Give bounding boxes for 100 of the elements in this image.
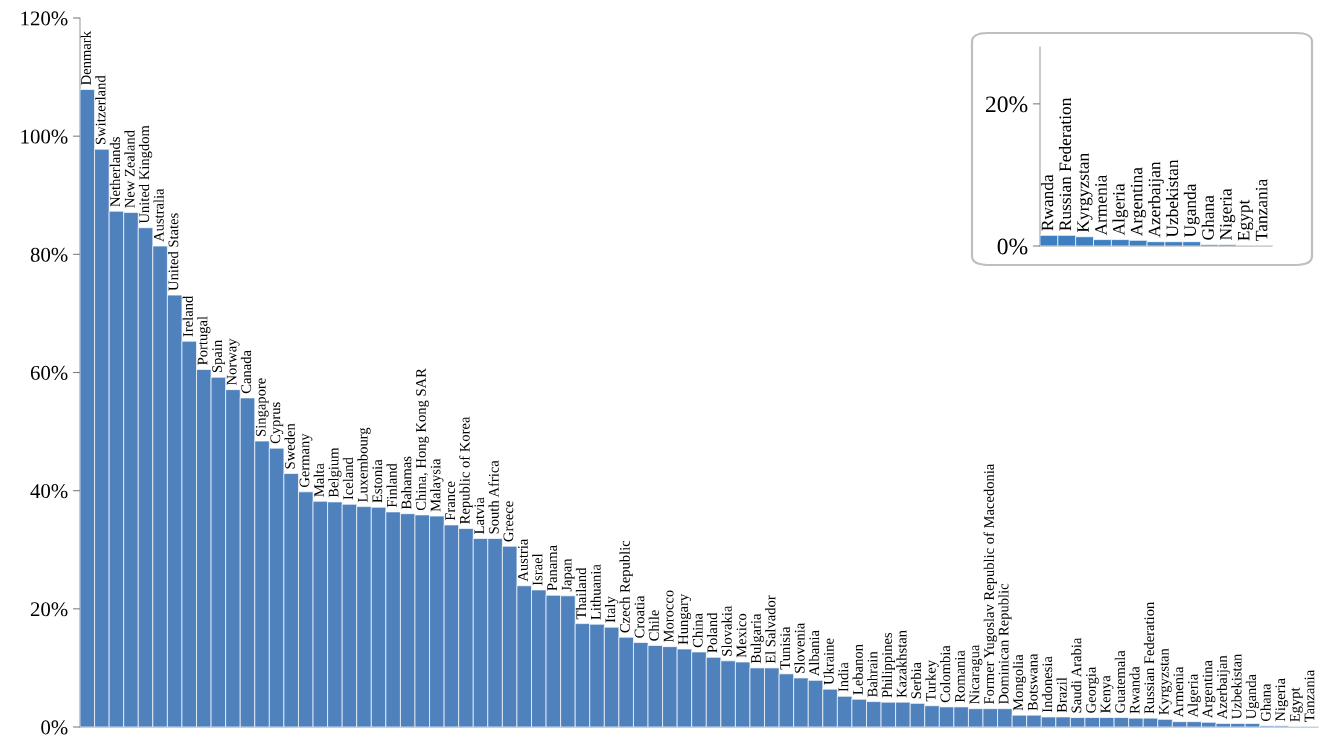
x-tick-label: Malaysia bbox=[430, 458, 444, 512]
x-tick-label: Algeria bbox=[1112, 183, 1129, 236]
x-tick-label: Tanzania bbox=[1304, 670, 1315, 722]
x-tick-label: Norway bbox=[226, 338, 240, 386]
x-tick-label: South Africa bbox=[488, 460, 499, 534]
x-tick-label: Slovenia bbox=[794, 622, 805, 673]
x-tick-label: Botswana bbox=[1027, 653, 1038, 711]
x-tick-label: Ireland bbox=[182, 295, 193, 337]
x-tick-label: France bbox=[445, 481, 456, 521]
x-tick-label: Thailand bbox=[575, 567, 587, 620]
x-tick-label: Kazakhstan bbox=[896, 630, 907, 698]
y-tick-label: 0% bbox=[997, 238, 1028, 255]
x-tick-label: Uganda bbox=[1183, 183, 1200, 238]
x-tick-label: Turkey bbox=[925, 660, 939, 702]
x-tick-label: Saudi Arabia bbox=[1071, 637, 1082, 713]
x-tick-label: Cyprus bbox=[270, 402, 284, 444]
x-tick-label: Azerbaijan bbox=[1148, 161, 1164, 238]
x-tick-label: Kyrgyzstan bbox=[1158, 648, 1172, 715]
x-tick-label: Armenia bbox=[1095, 174, 1107, 236]
x-tick-label: Australia bbox=[153, 188, 164, 242]
x-tick-label: Uzbekistan bbox=[1231, 653, 1242, 719]
x-tick-label: Ukraine bbox=[823, 638, 834, 685]
x-tick-label: Poland bbox=[706, 612, 718, 653]
x-tick-label: Canada bbox=[240, 350, 252, 394]
x-tick-label: Croatia bbox=[634, 595, 645, 638]
x-tick-label: Kenya bbox=[1100, 675, 1114, 713]
x-tick-label: Germany bbox=[299, 433, 313, 488]
x-tick-label: Slovakia bbox=[721, 605, 732, 656]
x-tick-label: Russian Federation bbox=[1143, 602, 1155, 714]
x-tick-label: Nigeria bbox=[1220, 188, 1236, 240]
x-tick-label: Republic of Korea bbox=[459, 416, 473, 524]
x-tick-label: Chile bbox=[648, 610, 659, 641]
y-tick-label: 0% bbox=[41, 720, 68, 735]
x-tick-label: Bahamas bbox=[401, 456, 412, 510]
x-tick-label: Malta bbox=[313, 463, 324, 497]
x-tick-label: El Salvador bbox=[765, 595, 776, 664]
x-tick-label: Kyrgyzstan bbox=[1077, 153, 1093, 233]
x-tick-label: Argentina bbox=[1202, 660, 1216, 718]
x-tick-label: Colombia bbox=[939, 645, 951, 703]
y-tick-label: 40% bbox=[30, 484, 68, 499]
x-tick-label: Uzbekistan bbox=[1165, 159, 1179, 238]
x-tick-label: Netherlands bbox=[109, 137, 121, 207]
x-tick-label: Ghana bbox=[1260, 683, 1271, 722]
x-tick-label: Tanzania bbox=[1255, 178, 1268, 241]
x-tick-label: Morocco bbox=[663, 590, 674, 643]
x-tick-label: Spain bbox=[212, 340, 225, 373]
x-tick-label: Mongolia bbox=[1012, 654, 1027, 711]
x-tick-label: Egypt bbox=[1290, 687, 1303, 722]
x-tick-label: Denmark bbox=[80, 31, 91, 85]
x-tick-label: Azerbaijan bbox=[1216, 655, 1230, 720]
x-tick-label: Israel bbox=[532, 553, 543, 586]
x-tick-label: Guatemala bbox=[1114, 650, 1126, 713]
x-tick-label: Singapore bbox=[255, 378, 269, 436]
x-tick-label: Bahrain bbox=[867, 651, 878, 698]
x-tick-label: Portugal bbox=[197, 316, 211, 365]
x-tick-label: Switzerland bbox=[95, 75, 106, 145]
x-tick-label: India bbox=[838, 662, 849, 692]
x-tick-label: Philippines bbox=[881, 632, 895, 698]
x-tick-label: Dominican Republic bbox=[998, 583, 1012, 705]
x-tick-label: China bbox=[692, 613, 703, 648]
x-tick-label: Uganda bbox=[1245, 674, 1260, 719]
y-tick-label: 80% bbox=[30, 247, 68, 262]
x-tick-label: Austria bbox=[518, 538, 528, 582]
x-tick-label: Armenia bbox=[1173, 666, 1184, 718]
x-tick-label: Rwanda bbox=[1129, 666, 1140, 714]
x-tick-label: Luxembourg bbox=[357, 427, 371, 503]
x-tick-label: Sweden bbox=[284, 423, 295, 469]
x-tick-label: Nigeria bbox=[1275, 678, 1289, 722]
x-tick-label: Panama bbox=[547, 545, 557, 591]
x-tick-label: Nicaragua bbox=[969, 644, 983, 705]
x-tick-label: Indonesia bbox=[1041, 656, 1053, 713]
x-tick-label: Tunisia bbox=[780, 626, 791, 670]
y-tick-label: 20% bbox=[30, 602, 68, 617]
x-tick-label: Belgium bbox=[328, 447, 342, 498]
x-tick-label: Iceland bbox=[342, 457, 354, 500]
y-tick-label: 20% bbox=[985, 96, 1028, 113]
x-tick-label: Greece bbox=[503, 501, 514, 542]
x-tick-label: Serbia bbox=[910, 662, 922, 699]
x-tick-label: Georgia bbox=[1086, 666, 1099, 713]
x-tick-label: Argentina bbox=[1130, 167, 1147, 236]
x-tick-label: United States bbox=[168, 213, 179, 291]
x-tick-label: Finland bbox=[386, 463, 397, 508]
x-tick-label: Rwanda bbox=[1041, 174, 1054, 231]
x-tick-label: Lithuania bbox=[590, 564, 601, 620]
y-tick-label: 60% bbox=[30, 365, 68, 380]
x-tick-label: Italy bbox=[604, 596, 619, 623]
y-tick-label: 120% bbox=[21, 11, 68, 26]
x-tick-label: Ghana bbox=[1201, 195, 1214, 240]
x-tick-label: Albania bbox=[808, 630, 820, 677]
y-tick-label: 100% bbox=[21, 129, 68, 144]
x-tick-label: Egypt bbox=[1237, 199, 1254, 241]
x-tick-label: Former Yugoslav Republic of Macedonia bbox=[983, 463, 997, 705]
x-tick-label: Mexico bbox=[736, 613, 747, 658]
x-tick-label: Lebanon bbox=[852, 644, 863, 695]
x-tick-label: New Zealand bbox=[124, 130, 135, 208]
x-tick-label: United Kingdom bbox=[138, 125, 153, 224]
x-tick-label: Russian Federation bbox=[1058, 97, 1072, 231]
x-tick-label: Japan bbox=[561, 558, 575, 592]
x-tick-label: Brazil bbox=[1056, 677, 1067, 713]
x-tick-label: Latvia bbox=[474, 497, 485, 534]
